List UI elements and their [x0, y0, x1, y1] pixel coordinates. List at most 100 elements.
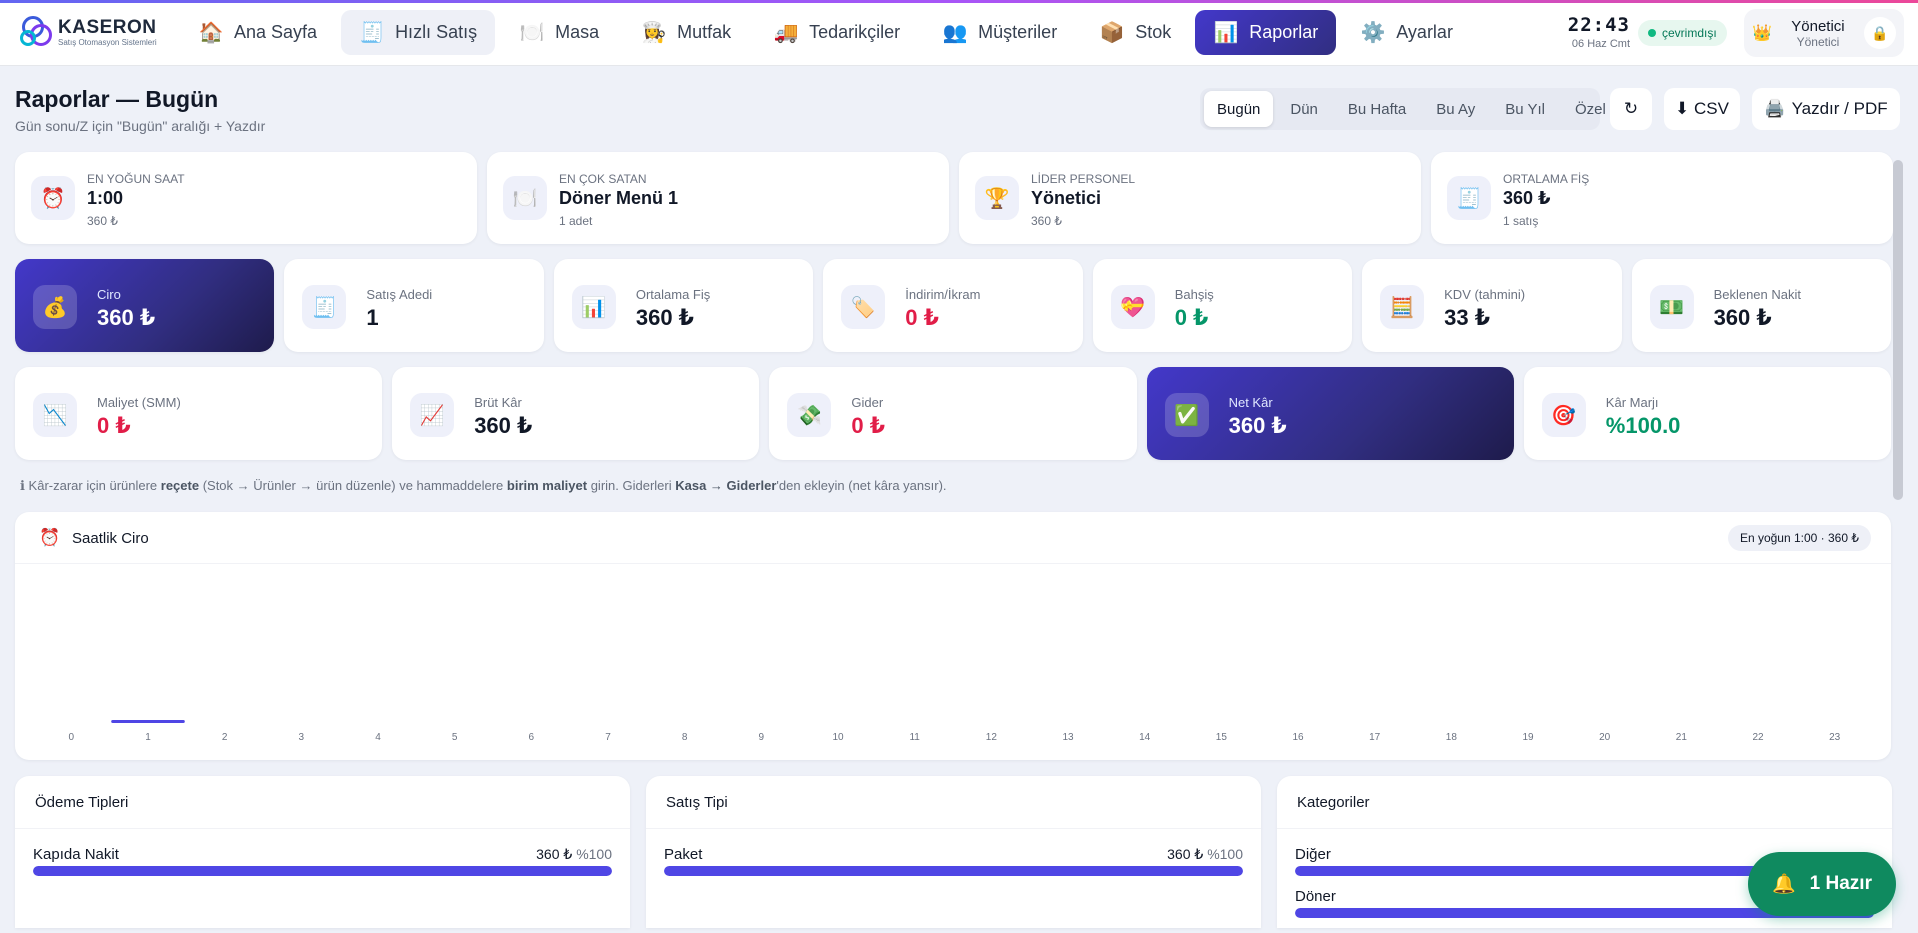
check-icon: ✅	[1164, 393, 1209, 437]
csv-export-button[interactable]: ⬇ CSV	[1664, 88, 1740, 130]
hour-bar-1[interactable]	[111, 720, 185, 723]
kpi-label: Satış Adedi	[366, 287, 433, 302]
range-tab-3[interactable]: Bu Ay	[1436, 100, 1476, 118]
kpi-card-k-r-marj: 🎯 Kâr Marjı %100.0	[1523, 367, 1891, 460]
hour-tick-label: 19	[1522, 732, 1534, 743]
breakdown-amount: 360 ₺	[1167, 846, 1204, 862]
kpi-value: 1	[366, 305, 379, 330]
breakdown-percent: %100	[576, 846, 612, 862]
hour-tick-label: 3	[299, 732, 305, 743]
kpi-card-kdv-tahmini: 🧮 KDV (tahmini) 33 ₺	[1362, 259, 1622, 352]
hour-tick-label: 9	[759, 732, 765, 743]
user-menu[interactable]: 👑 Yönetici Yönetici 🔒	[1744, 9, 1904, 57]
connection-status-badge: çevrimdışı	[1638, 20, 1727, 46]
breakdown-row-label: Paket	[664, 846, 703, 863]
highlight-sub: 360 ₺	[1031, 214, 1062, 228]
page-scrollbar[interactable]	[1893, 160, 1903, 500]
kpi-label: İndirim/İkram	[905, 287, 981, 302]
breakdown-bar-track	[1295, 866, 1874, 876]
nav-item-6[interactable]: 📦 Stok	[1081, 10, 1189, 55]
breakdown-bar-fill	[1295, 908, 1874, 918]
nav-item-7[interactable]: 📊 Raporlar	[1195, 10, 1337, 55]
hour-tick-label: 4	[375, 732, 381, 743]
nav-item-label: Mutfak	[677, 22, 732, 42]
main-nav: 🏠 Ana Sayfa 🧾 Hızlı Satış 🍽️ Masa 👩‍🍳 Mutfak 🚚 Te…	[180, 10, 1471, 55]
box-icon: 📦	[1099, 22, 1125, 44]
nav-item-1[interactable]: 🧾 Hızlı Satış	[341, 10, 496, 55]
brand-name: KASERON	[58, 17, 157, 38]
nav-item-4[interactable]: 🚚 Tedarikçiler	[755, 10, 918, 55]
profit-help-note: ℹ Kâr-zarar için ürünlere reçete (Stok →…	[20, 478, 947, 493]
csv-export-label: ⬇ CSV	[1675, 99, 1729, 118]
nav-item-8[interactable]: ⚙️ Ayarlar	[1342, 10, 1471, 55]
hour-tick-label: 12	[986, 732, 998, 743]
hour-tick-label: 5	[452, 732, 458, 743]
kpi-label: Ciro	[97, 287, 121, 302]
kpi-label: Maliyet (SMM)	[97, 395, 181, 410]
hour-tick-label: 2	[222, 732, 228, 743]
target-icon: 🎯	[1541, 393, 1586, 437]
hourly-revenue-chart: 0 1 2 3 4 5 6 7 8 9 10 11 12 13 14 15 16 17 18 19 20 21 22 23	[69, 720, 1841, 743]
chart-icon: 📊	[1213, 22, 1239, 44]
breakdown-row-value: 360 ₺ %100	[1167, 846, 1243, 863]
connection-status-text: çevrimdışı	[1662, 26, 1717, 40]
kpi-label: Ortalama Fiş	[635, 287, 711, 302]
range-tab-1[interactable]: Dün	[1290, 100, 1318, 118]
kpi-value: 33 ₺	[1444, 305, 1491, 330]
highlight-value: 360 ₺	[1503, 188, 1551, 208]
kpi-card-beklenen-nakit: 💵 Beklenen Nakit 360 ₺	[1631, 259, 1891, 352]
peak-hour-badge: En yoğun 1:00 · 360 ₺	[1727, 525, 1871, 551]
breakdown-amount: 360 ₺	[536, 846, 573, 862]
brand-logo[interactable]: KASERON Satış Otomasyon Sistemleri	[18, 12, 157, 52]
hour-tick-label: 6	[529, 732, 535, 743]
kpi-label: KDV (tahmini)	[1444, 287, 1526, 302]
print-pdf-button[interactable]: 🖨️ Yazdır / PDF	[1752, 88, 1900, 130]
highlight-value: 1:00	[87, 188, 124, 208]
panel-title: Kategoriler	[1297, 794, 1370, 811]
breakdown-bar-track	[1295, 908, 1874, 918]
nav-item-2[interactable]: 🍽️ Masa	[501, 10, 617, 55]
kpi-card-ciro: 💰 Ciro 360 ₺	[15, 259, 275, 352]
hour-tick-label: 16	[1292, 732, 1304, 743]
range-tab-5[interactable]: Özel	[1574, 100, 1606, 118]
kpi-card-i-ndirim-i-kram: 🏷️ İndirim/İkram 0 ₺	[823, 259, 1083, 352]
nav-item-5[interactable]: 👥 Müşteriler	[924, 10, 1075, 55]
ready-orders-button[interactable]: 🔔 1 Hazır	[1748, 852, 1896, 916]
hour-tick-label: 17	[1369, 732, 1381, 743]
logo-mark-icon	[18, 12, 54, 52]
kpi-value: 360 ₺	[474, 413, 533, 438]
range-tab-4[interactable]: Bu Yıl	[1505, 100, 1545, 118]
highlight-card: 🍽️ EN ÇOK SATAN Döner Menü 1 1 adet	[487, 152, 949, 244]
breakdown-panel-deme-tipleri: Ödeme Tipleri Kapıda Nakit 360 ₺ %100	[15, 776, 630, 928]
range-tab-2[interactable]: Bu Hafta	[1347, 100, 1407, 118]
nav-item-0[interactable]: 🏠 Ana Sayfa	[180, 10, 335, 55]
breakdown-row-label: Kapıda Nakit	[33, 846, 119, 863]
kpi-value: %100.0	[1605, 413, 1681, 438]
plate-icon: 🍽️	[503, 176, 547, 220]
panel-title: Ödeme Tipleri	[35, 794, 129, 811]
alarm-clock-icon: ⏰	[31, 176, 75, 220]
breakdown-bar-track	[33, 866, 612, 876]
highlight-sub: 1 adet	[559, 214, 593, 228]
highlight-label: EN YOĞUN SAAT	[87, 172, 185, 186]
alarm-clock-icon: ⏰	[39, 528, 61, 547]
lock-icon[interactable]: 🔒	[1864, 17, 1896, 49]
chart-up-icon: 📈	[410, 393, 455, 437]
clock-time: 22:43	[1567, 14, 1630, 36]
hour-tick-label: 22	[1752, 732, 1764, 743]
nav-item-3[interactable]: 👩‍🍳 Mutfak	[623, 10, 749, 55]
user-name: Yönetici	[1791, 17, 1845, 35]
range-tab-0[interactable]: Bugün	[1204, 91, 1274, 127]
highlight-label: ORTALAMA FİŞ	[1503, 172, 1590, 186]
printer-icon: 🖨️	[1764, 99, 1786, 118]
kpi-value: 0 ₺	[1174, 305, 1209, 330]
refresh-icon: ↻	[1623, 99, 1639, 118]
brand-tagline: Satış Otomasyon Sistemleri	[58, 38, 157, 47]
top-accent-line	[0, 0, 1918, 3]
refresh-button[interactable]: ↻	[1610, 88, 1652, 130]
kpi-value: 360 ₺	[1228, 413, 1287, 438]
truck-icon: 🚚	[773, 22, 799, 44]
nav-item-label: Hızlı Satış	[395, 22, 478, 42]
hour-tick-label: 10	[832, 732, 844, 743]
